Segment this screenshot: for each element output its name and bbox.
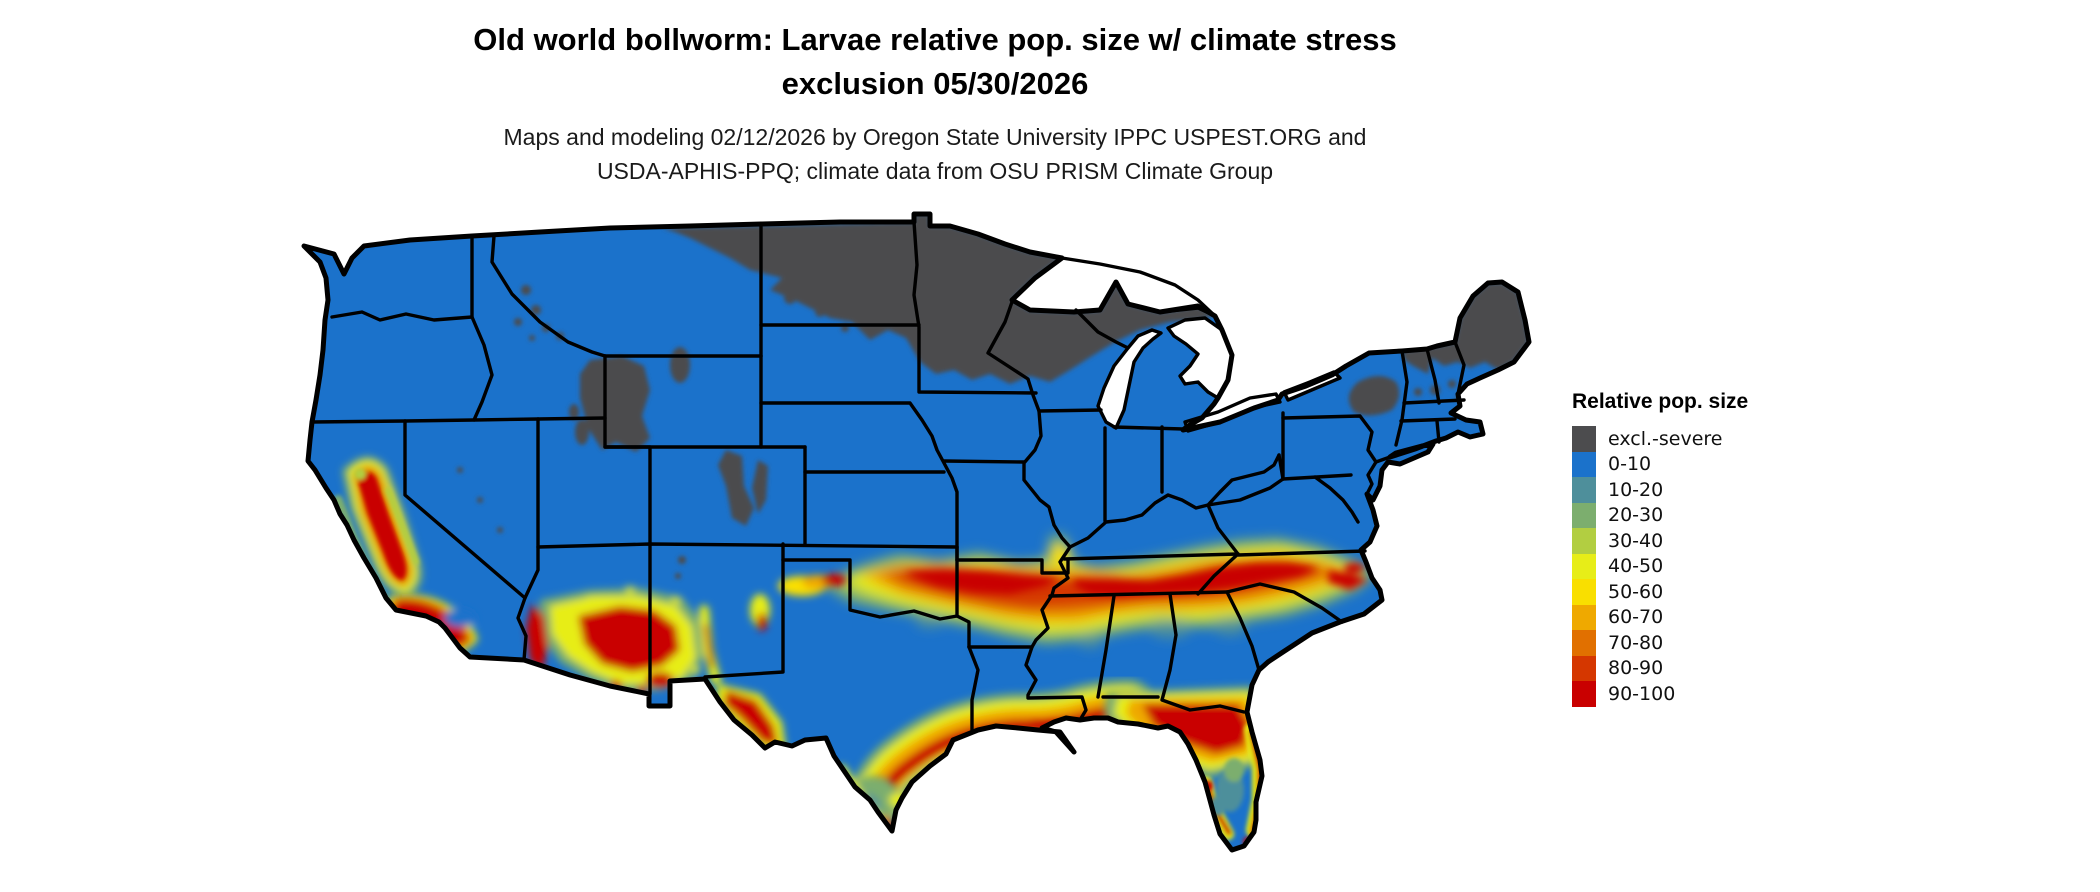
legend-swatch [1572, 451, 1596, 477]
map-subtitle-line-2: USDA-APHIS-PPQ; climate data from OSU PR… [596, 158, 1274, 184]
map-subtitle: Maps and modeling 02/12/2026 by Oregon S… [0, 120, 1870, 188]
legend-row: 70-80 [1572, 630, 1872, 656]
map-title-line-2: exclusion 05/30/2026 [781, 66, 1089, 101]
legend-row: 10-20 [1572, 477, 1872, 503]
map-legend: Relative pop. size excl.-severe 0-10 10-20… [1572, 390, 1872, 707]
us-map-canvas [230, 170, 1545, 892]
map-title-line-1: Old world bollworm: Larvae relative pop.… [473, 22, 1397, 57]
legend-swatch [1572, 426, 1596, 452]
legend-swatch [1572, 528, 1596, 554]
map-subtitle-line-1: Maps and modeling 02/12/2026 by Oregon S… [503, 124, 1367, 150]
legend-row: 50-60 [1572, 579, 1872, 605]
legend-label: 0-10 [1608, 453, 1652, 476]
legend-swatch [1572, 579, 1596, 605]
legend-swatch [1572, 655, 1596, 681]
map-layer-heat-southwest [526, 586, 786, 750]
legend-title: Relative pop. size [1572, 390, 1749, 413]
legend-label: 90-100 [1608, 682, 1676, 705]
us-outline [301, 211, 1532, 853]
legend-label: 30-40 [1608, 529, 1664, 552]
map-title: Old world bollworm: Larvae relative pop.… [0, 18, 1870, 106]
legend-row: 0-10 [1572, 451, 1872, 477]
legend-swatch [1572, 630, 1596, 656]
legend-row: 20-30 [1572, 502, 1872, 528]
legend-swatch [1572, 477, 1596, 503]
legend-swatch [1572, 553, 1596, 579]
legend-swatch [1572, 681, 1596, 707]
map-raster-layers [304, 214, 1529, 850]
legend-row: 60-70 [1572, 604, 1872, 630]
legend-row: excl.-severe [1572, 426, 1872, 452]
legend-label: excl.-severe [1608, 427, 1723, 450]
legend-row: 90-100 [1572, 681, 1872, 707]
legend-row: 40-50 [1572, 553, 1872, 579]
legend-label: 80-90 [1608, 657, 1664, 680]
legend-label: 60-70 [1608, 606, 1664, 629]
legend-label: 20-30 [1608, 504, 1664, 527]
legend-label: 40-50 [1608, 555, 1664, 578]
lake-michigan [1096, 328, 1163, 430]
legend-swatch [1572, 502, 1596, 528]
state-borders [310, 220, 1466, 732]
lake-huron [1166, 316, 1234, 400]
us-map-image [301, 211, 1532, 853]
legend-row: 80-90 [1572, 655, 1872, 681]
legend-swatch [1572, 604, 1596, 630]
legend-row: 30-40 [1572, 528, 1872, 554]
legend-label: 10-20 [1608, 478, 1664, 501]
legend-label: 50-60 [1608, 580, 1664, 603]
legend-label: 70-80 [1608, 631, 1664, 654]
legend-rows: excl.-severe 0-10 10-20 20-30 30-40 40-50 50-6… [1572, 426, 1872, 707]
